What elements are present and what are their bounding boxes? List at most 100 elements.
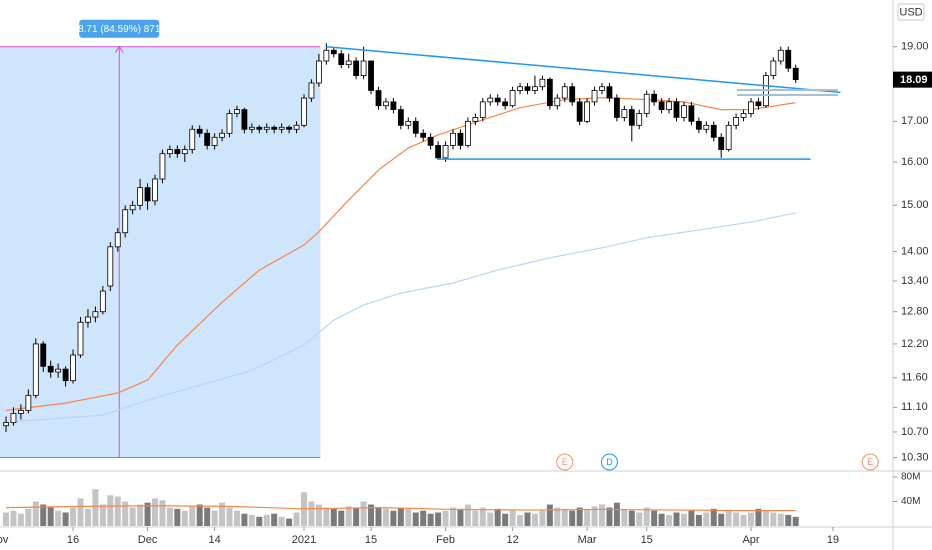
candle-body <box>606 86 613 99</box>
event-marker <box>600 453 618 471</box>
volume-bar <box>390 510 397 526</box>
trendline <box>326 45 841 94</box>
measure-group: 8.71 (84.59%) 871 <box>0 19 321 459</box>
candle-body <box>502 101 509 107</box>
y-tick-label: 10.70 <box>901 426 929 438</box>
candle-body <box>591 90 598 103</box>
candle-body <box>99 290 106 313</box>
volume-bar <box>293 512 300 526</box>
candle-body <box>628 109 635 126</box>
volume-bar <box>643 507 650 526</box>
candle-body <box>710 124 717 138</box>
volume-bar <box>345 506 352 526</box>
candle-body <box>189 128 196 150</box>
volume-bar <box>517 514 524 526</box>
volume-bar <box>25 508 32 526</box>
volume-bar <box>695 514 702 526</box>
volume-bar <box>144 502 151 526</box>
candle-body <box>442 145 449 159</box>
event-marker <box>556 453 574 471</box>
candle-body <box>651 93 658 103</box>
candle-body <box>256 126 263 130</box>
volume-tick-label: 80M <box>901 472 920 483</box>
volume-bar <box>99 504 106 526</box>
volume-bar <box>360 501 367 526</box>
volume-bar <box>502 513 509 526</box>
candle-body <box>226 113 233 134</box>
currency-box <box>897 3 925 21</box>
candle-body <box>368 60 374 91</box>
candle-body <box>494 97 501 103</box>
volume-bar <box>263 514 270 526</box>
volume-bar <box>47 507 54 526</box>
candle-body <box>390 101 397 110</box>
candle-body <box>554 97 561 107</box>
candle-body <box>472 116 479 122</box>
candle-body <box>695 120 702 130</box>
x-tick-label: Feb <box>436 534 455 546</box>
candle-body <box>740 113 747 118</box>
volume-bar <box>226 507 233 526</box>
candle-body <box>248 126 255 130</box>
volume-bar <box>32 501 39 526</box>
candle-body <box>792 67 799 81</box>
y-tick-label: 13.40 <box>901 275 929 287</box>
volume-bar <box>733 512 740 526</box>
volume-bar <box>688 510 695 526</box>
candle-body <box>47 365 54 373</box>
volume-bar <box>77 498 84 526</box>
candle-body <box>435 145 442 159</box>
x-tick-label: Dec <box>138 534 158 546</box>
axes: 19.00 17.00 16.00 15.00 14.00 13.40 12.80 12.20… <box>0 41 932 546</box>
candle-body <box>308 82 315 99</box>
volume-bar <box>330 508 337 526</box>
y-tick-label: 11.10 <box>901 401 928 413</box>
candle-body <box>17 409 24 414</box>
volume-bar <box>62 512 69 526</box>
last-price-label: 18.09 <box>900 74 928 86</box>
candle-body <box>345 60 352 66</box>
candle-body <box>703 124 710 130</box>
price-axis-bg <box>893 0 932 550</box>
candle-body <box>25 394 32 411</box>
volume-bar <box>397 507 404 526</box>
volume-bar <box>606 507 613 526</box>
volume-bar <box>315 504 322 526</box>
volume-bar <box>211 510 218 526</box>
candle-body <box>55 368 62 373</box>
candle-body <box>3 422 9 427</box>
candle-body <box>770 60 777 76</box>
candle-body <box>688 105 695 122</box>
candle-body <box>360 60 367 76</box>
volume-bar <box>703 512 710 526</box>
volume-bar <box>181 510 188 526</box>
volume-bar <box>785 514 792 526</box>
candle-body <box>464 120 471 146</box>
y-tick-label: 12.80 <box>901 306 929 318</box>
volume-bar <box>286 518 293 526</box>
y-tick-label: 12.20 <box>901 338 929 350</box>
volume-bar <box>576 507 583 526</box>
candle-body <box>666 101 672 110</box>
volume-bar <box>770 512 777 526</box>
candle-body <box>181 149 188 155</box>
volume-bar <box>405 508 412 526</box>
candle-body <box>658 101 665 110</box>
volume-bar <box>748 512 754 526</box>
volume-bar <box>17 513 24 526</box>
moving-average <box>5 212 796 423</box>
x-tick-label: 2021 <box>292 534 316 546</box>
candle-body <box>40 343 47 367</box>
candle-body <box>569 86 576 103</box>
candle-body <box>196 128 203 134</box>
volume-bar <box>673 512 680 526</box>
x-tick-label: 15 <box>365 534 377 546</box>
candle-body <box>532 86 538 91</box>
volume-bar <box>472 510 479 526</box>
volume-bar <box>233 510 240 526</box>
candle-body <box>107 246 114 287</box>
volume-bar <box>680 513 687 526</box>
volume-bar <box>450 507 456 526</box>
